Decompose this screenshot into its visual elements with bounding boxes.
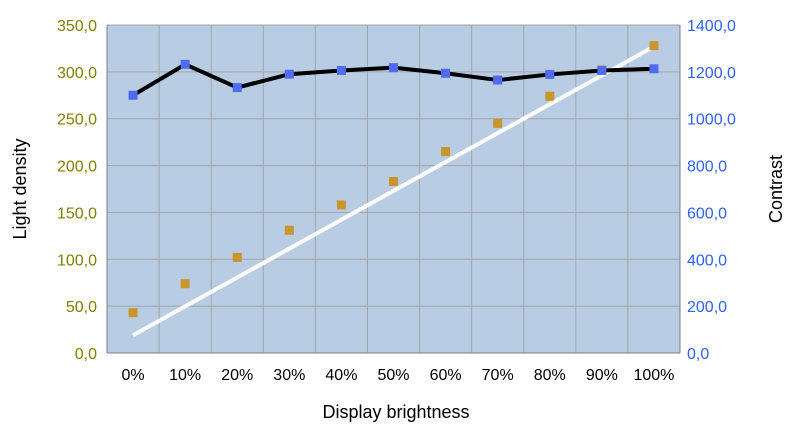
series-contrast-point bbox=[545, 69, 555, 79]
y-axis-left-ticks: 0,0 50,0 100,0 150,0 200,0 250,0 300,0 350,0 bbox=[57, 18, 97, 363]
y-right-tick-label: 1000,0 bbox=[687, 112, 736, 129]
series-light-density-point bbox=[649, 41, 659, 51]
y-left-tick-label: 300,0 bbox=[57, 65, 97, 82]
grid bbox=[106, 24, 681, 354]
series-light-density-point bbox=[389, 177, 398, 187]
series-contrast-point bbox=[128, 90, 138, 100]
y-left-tick-label: 0,0 bbox=[75, 346, 97, 363]
series-light-density-point bbox=[441, 147, 451, 157]
y-left-tick-label: 250,0 bbox=[57, 112, 97, 129]
series-contrast-point bbox=[336, 65, 346, 75]
x-tick-label: 40% bbox=[325, 367, 357, 384]
series-contrast-point bbox=[389, 63, 398, 73]
y-right-tick-label: 0,0 bbox=[687, 346, 709, 363]
series-contrast-point bbox=[180, 59, 190, 69]
series-light-density-point bbox=[232, 252, 242, 262]
x-axis-ticks: 0% 10% 20% 30% 40% 50% 60% 70% 80% 90% 100% bbox=[121, 367, 674, 384]
y-left-tick-label: 200,0 bbox=[57, 159, 97, 176]
x-tick-label: 90% bbox=[586, 367, 618, 384]
x-tick-label: 50% bbox=[377, 367, 409, 384]
y-left-tick-label: 150,0 bbox=[57, 205, 97, 222]
y-right-tick-label: 1400,0 bbox=[687, 18, 736, 35]
y-left-tick-label: 50,0 bbox=[66, 299, 97, 316]
series-contrast-point bbox=[493, 75, 503, 85]
y-right-tick-label: 200,0 bbox=[687, 299, 727, 316]
series-light-density-point bbox=[284, 225, 294, 235]
y-axis-left-title: Light density bbox=[10, 138, 30, 239]
series-light-density-point bbox=[545, 91, 555, 101]
x-tick-label: 70% bbox=[482, 367, 514, 384]
y-right-tick-label: 400,0 bbox=[687, 252, 727, 269]
series-light-density-point bbox=[493, 118, 503, 128]
series-contrast-point bbox=[649, 64, 659, 74]
x-tick-label: 100% bbox=[633, 367, 674, 384]
series-light-density-point bbox=[128, 308, 138, 318]
series-contrast bbox=[128, 59, 659, 100]
y-right-tick-label: 1200,0 bbox=[687, 65, 736, 82]
series-contrast-point bbox=[441, 68, 451, 78]
y-right-tick-label: 600,0 bbox=[687, 205, 727, 222]
series-light-density-line bbox=[132, 44, 655, 337]
x-tick-label: 80% bbox=[534, 367, 566, 384]
x-tick-label: 0% bbox=[121, 367, 144, 384]
x-tick-label: 10% bbox=[169, 367, 201, 384]
x-tick-label: 30% bbox=[273, 367, 305, 384]
series-light-density-point bbox=[180, 279, 190, 289]
x-tick-label: 60% bbox=[430, 367, 462, 384]
x-axis-title: Display brightness bbox=[322, 402, 469, 422]
x-tick-label: 20% bbox=[221, 367, 253, 384]
series-contrast-point bbox=[284, 69, 294, 79]
series-contrast-point bbox=[232, 83, 242, 93]
y-right-tick-label: 800,0 bbox=[687, 159, 727, 176]
y-left-tick-label: 350,0 bbox=[57, 18, 97, 35]
series-light-density-point bbox=[336, 200, 346, 210]
series-contrast-point bbox=[597, 65, 607, 75]
y-left-tick-label: 100,0 bbox=[57, 252, 97, 269]
y-axis-right-title: Contrast bbox=[766, 155, 786, 223]
y-axis-right-ticks: 0,0 200,0 400,0 600,0 800,0 1000,0 1200,0 1400,… bbox=[687, 18, 736, 363]
